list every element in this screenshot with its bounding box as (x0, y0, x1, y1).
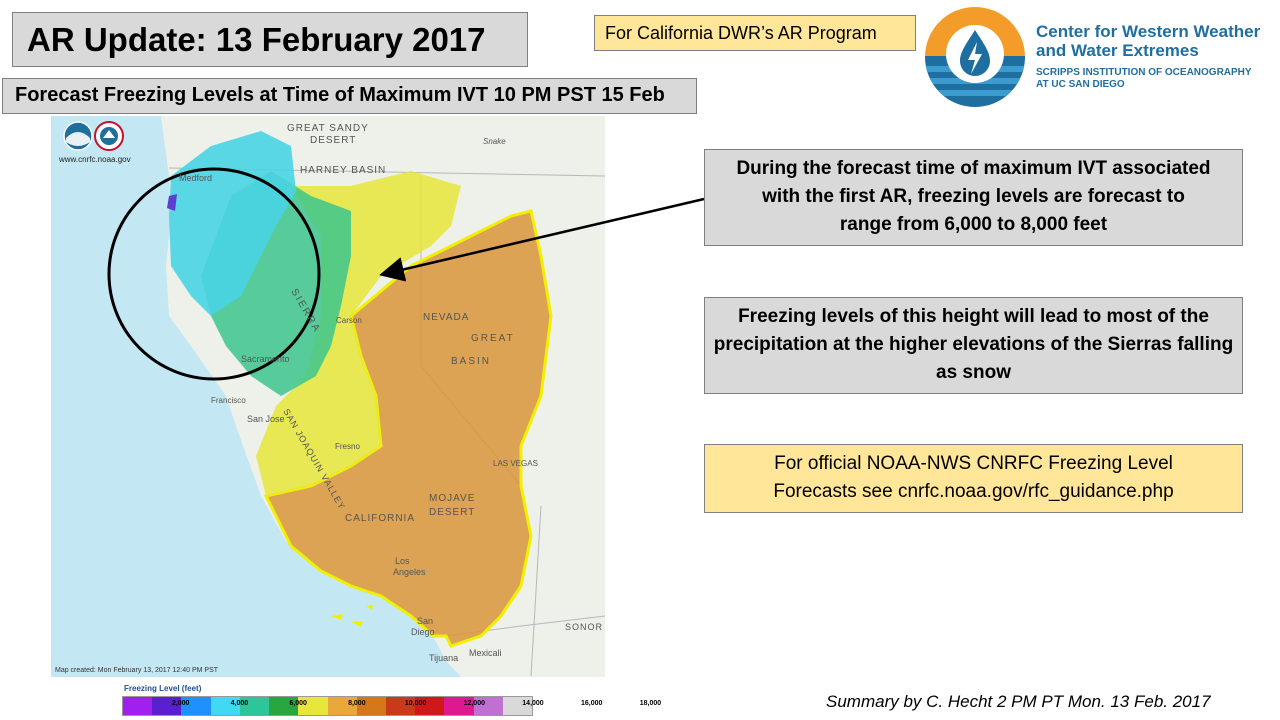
summary-credit: Summary by C. Hecht 2 PM PT Mon. 13 Feb.… (826, 692, 1211, 711)
label-basin: BASIN (451, 356, 491, 367)
label-carson: Carson (336, 316, 362, 325)
legend-ticks: 2,000 4,000 6,000 8,000 10,000 12,000 14,000 16… (122, 700, 661, 712)
legend-tick-label: 16,000 (580, 700, 603, 707)
label-fresno: Fresno (335, 442, 360, 451)
note-snow-impact: Freezing levels of this height will lead… (704, 297, 1243, 394)
label-las-vegas: LAS VEGAS (493, 459, 538, 468)
map-created-text: Map created: Mon February 13, 2017 12:40… (55, 667, 219, 674)
legend-swatch (444, 697, 474, 715)
legend-tick-label: 2,000 (171, 700, 190, 707)
label-diego: Diego (411, 627, 435, 637)
freezing-level-yellow (256, 171, 461, 496)
legend-swatch (356, 697, 386, 715)
legend-tick-label: 10,000 (404, 700, 427, 707)
label-nevada: NEVADA (423, 312, 469, 323)
label-california: CALIFORNIA (345, 513, 415, 524)
water-drop-icon (925, 7, 1025, 107)
note3-line2[interactable]: Forecasts see cnrfc.noaa.gov/rfc_guidanc… (773, 481, 1174, 502)
legend-tick-label: 6,000 (289, 700, 307, 707)
legend-tick-label: 12,000 (463, 700, 485, 707)
label-san: San (417, 616, 433, 626)
label-medford: Medford (179, 173, 212, 183)
legend-title: Freezing Level (feet) (124, 684, 202, 693)
program-tag: For California DWR’s AR Program (594, 15, 916, 51)
note-official-link: For official NOAA-NWS CNRFC Freezing Lev… (704, 444, 1243, 513)
label-desert: DESERT (310, 135, 356, 146)
logo-title: Center for Western Weather and Water Extr… (1036, 22, 1261, 60)
label-angeles: Angeles (393, 567, 426, 577)
legend-color-bar (122, 696, 533, 716)
legend-swatch (269, 697, 299, 715)
logo-subtitle: SCRIPPS INSTITUTION OF OCEANOGRAPHY AT UC… (1036, 67, 1252, 90)
highlight-circle (107, 167, 321, 381)
page-title: AR Update: 13 February 2017 (12, 12, 528, 67)
legend-swatch (502, 697, 533, 715)
legend-swatch (327, 697, 357, 715)
freezing-level-cyan (169, 131, 296, 316)
legend-tick-label: 4,000 (230, 700, 249, 707)
legend-tick-label: 8,000 (348, 700, 366, 707)
map-credit-url: www.cnrfc.noaa.gov (58, 155, 131, 164)
legend-swatch (385, 697, 416, 715)
legend-swatch (239, 697, 270, 715)
label-san-jose: San Jose (247, 414, 285, 424)
note3-line1: For official NOAA-NWS CNRFC Freezing Lev… (774, 453, 1173, 474)
note-ivt-freezing-range: During the forecast time of maximum IVT … (704, 149, 1243, 246)
label-los: Los (395, 556, 410, 566)
label-mojave-desert: DESERT (429, 507, 475, 518)
label-sonora: SONOR (565, 622, 603, 632)
legend-swatch (152, 697, 182, 715)
freezing-level-orange (263, 209, 553, 648)
noaa-logo-icon (63, 121, 93, 151)
legend-swatch (123, 697, 153, 715)
label-great: GREAT (471, 333, 515, 344)
label-tijuana: Tijuana (429, 653, 458, 663)
label-mexicali: Mexicali (469, 648, 502, 658)
map-subtitle: Forecast Freezing Levels at Time of Maxi… (2, 78, 697, 114)
label-sacramento: Sacramento (241, 354, 290, 364)
legend-swatch (473, 697, 503, 715)
legend-swatch (298, 697, 328, 715)
nws-logo-icon (94, 121, 124, 151)
legend-swatch (181, 697, 211, 715)
label-great-sandy: GREAT SANDY (287, 123, 369, 134)
freezing-level-map: GREAT SANDY DESERT HARNEY BASIN Snake Me… (51, 116, 605, 677)
legend-tick-label: 14,000 (522, 700, 544, 707)
legend-tick-label: 18,000 (639, 700, 662, 707)
freezing-level-legend: Freezing Level (feet) 2,000 4,000 6,000 8,0… (122, 682, 661, 717)
label-francisco: Francisco (211, 396, 246, 405)
legend-swatch (210, 697, 240, 715)
legend-swatch (415, 697, 445, 715)
label-mojave: MOJAVE (429, 493, 475, 504)
label-snake: Snake (483, 137, 506, 146)
label-harney: HARNEY BASIN (300, 165, 386, 176)
